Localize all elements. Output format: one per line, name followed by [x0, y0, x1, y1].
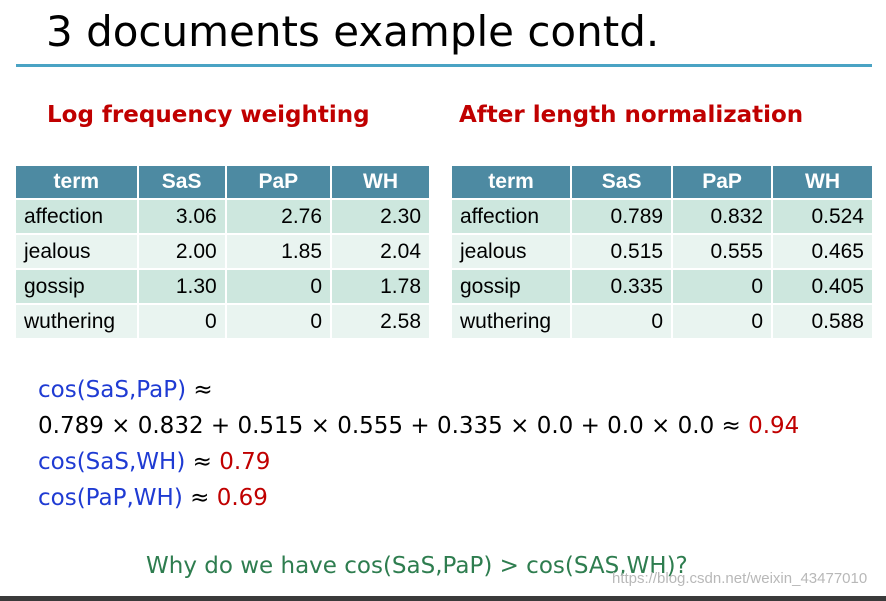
approx-sign: ≈ [186, 377, 213, 403]
value-cell: 2.30 [332, 200, 429, 233]
term-cell: affection [16, 200, 137, 233]
table-row: gossip 1.30 0 1.78 [16, 270, 429, 303]
value-cell: 0 [226, 305, 331, 338]
value-cell: 1.78 [332, 270, 429, 303]
value-cell: 0.515 [572, 235, 672, 268]
column-header-term: term [452, 166, 571, 198]
value-cell: 0.588 [773, 305, 872, 338]
term-cell: jealous [452, 235, 571, 268]
value-cell: 2.04 [332, 235, 429, 268]
column-header-term: term [16, 166, 137, 198]
column-header-wh: WH [773, 166, 872, 198]
formula-line-sas-pap-expression: 0.789 × 0.832 + 0.515 × 0.555 + 0.335 × … [38, 408, 799, 444]
value-cell: 0 [138, 305, 225, 338]
value-cell: 0 [226, 270, 331, 303]
log-frequency-table: term SaS PaP WH affection 3.06 2.76 2.30… [14, 164, 431, 340]
cos-sas-pap-label: cos(SaS,PaP) [38, 377, 187, 403]
watermark-url: https://blog.csdn.net/weixin_43477010 [612, 570, 868, 587]
cos-pap-wh-result: 0.69 [216, 485, 268, 511]
value-cell: 0.524 [773, 200, 872, 233]
cos-sas-pap-result: 0.94 [748, 413, 800, 439]
column-header-wh: WH [332, 166, 429, 198]
value-cell: 0 [673, 270, 772, 303]
term-cell: wuthering [16, 305, 137, 338]
log-frequency-heading: Log frequency weighting [47, 102, 370, 128]
cos-sas-wh-label: cos(SaS,WH) [38, 449, 186, 475]
table-header-row: term SaS PaP WH [16, 166, 429, 198]
value-cell: 2.00 [138, 235, 225, 268]
column-header-sas: SaS [138, 166, 225, 198]
length-normalized-table: term SaS PaP WH affection 0.789 0.832 0.… [450, 164, 874, 340]
value-cell: 0.405 [773, 270, 872, 303]
value-cell: 0.465 [773, 235, 872, 268]
column-header-sas: SaS [572, 166, 672, 198]
value-cell: 2.76 [226, 200, 331, 233]
formula-line-sas-pap-label: cos(SaS,PaP) ≈ [38, 372, 799, 408]
bottom-border [0, 596, 886, 601]
value-cell: 0.832 [673, 200, 772, 233]
value-cell: 3.06 [138, 200, 225, 233]
length-normalization-heading: After length normalization [459, 102, 804, 128]
value-cell: 1.30 [138, 270, 225, 303]
value-cell: 1.85 [226, 235, 331, 268]
value-cell: 0.789 [572, 200, 672, 233]
table-header-row: term SaS PaP WH [452, 166, 872, 198]
slide-title: 3 documents example contd. [46, 7, 660, 56]
cos-sas-wh-result: 0.79 [219, 449, 271, 475]
term-cell: gossip [452, 270, 571, 303]
value-cell: 2.58 [332, 305, 429, 338]
value-cell: 0 [572, 305, 672, 338]
column-header-pap: PaP [226, 166, 331, 198]
value-cell: 0 [673, 305, 772, 338]
table-row: jealous 0.515 0.555 0.465 [452, 235, 872, 268]
approx-sign: ≈ [185, 449, 220, 475]
term-cell: affection [452, 200, 571, 233]
value-cell: 0.335 [572, 270, 672, 303]
term-cell: gossip [16, 270, 137, 303]
cos-pap-wh-label: cos(PaP,WH) [38, 485, 183, 511]
table-row: wuthering 0 0 2.58 [16, 305, 429, 338]
dot-product-expression: 0.789 × 0.832 + 0.515 × 0.555 + 0.335 × … [38, 413, 749, 439]
value-cell: 0.555 [673, 235, 772, 268]
term-cell: jealous [16, 235, 137, 268]
table-row: gossip 0.335 0 0.405 [452, 270, 872, 303]
title-underline [16, 64, 872, 67]
formula-line-pap-wh: cos(PaP,WH) ≈ 0.69 [38, 480, 799, 516]
cosine-formulas: cos(SaS,PaP) ≈ 0.789 × 0.832 + 0.515 × 0… [38, 372, 799, 516]
discussion-question: Why do we have cos(SaS,PaP) > cos(SAS,WH… [146, 553, 688, 579]
term-cell: wuthering [452, 305, 571, 338]
formula-line-sas-wh: cos(SaS,WH) ≈ 0.79 [38, 444, 799, 480]
approx-sign: ≈ [182, 485, 217, 511]
table-row: jealous 2.00 1.85 2.04 [16, 235, 429, 268]
table-row: wuthering 0 0 0.588 [452, 305, 872, 338]
table-row: affection 0.789 0.832 0.524 [452, 200, 872, 233]
table-row: affection 3.06 2.76 2.30 [16, 200, 429, 233]
column-header-pap: PaP [673, 166, 772, 198]
